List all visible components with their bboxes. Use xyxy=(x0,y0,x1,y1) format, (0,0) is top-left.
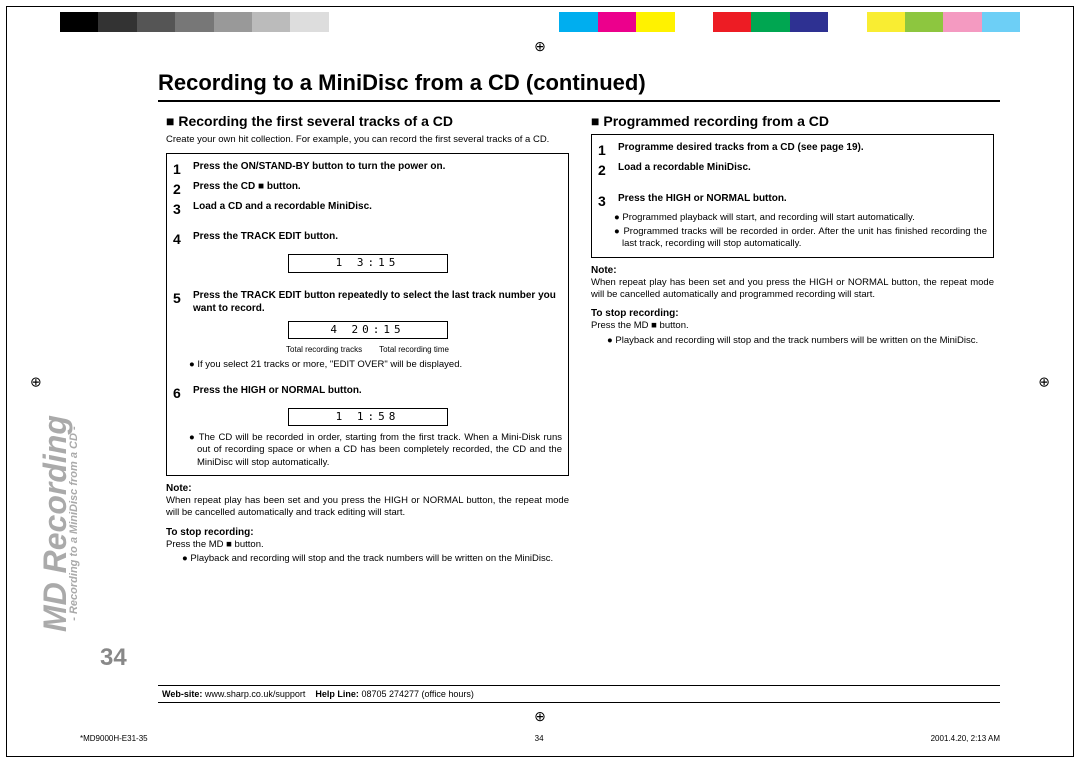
note-heading: Note: xyxy=(166,482,569,495)
note-heading: Note: xyxy=(591,264,994,277)
meta-file: *MD9000H-E31-35 xyxy=(80,734,148,743)
step-text: Programme desired tracks from a CD (see … xyxy=(618,141,987,154)
step-num: 4 xyxy=(173,230,187,248)
step-num: 3 xyxy=(173,200,187,218)
meta-page: 34 xyxy=(535,734,544,743)
step-3-right: 3 Press the HIGH or NORMAL button. Progra… xyxy=(591,186,994,258)
step-num: 2 xyxy=(598,161,612,179)
step-6-region: 6 Press the HIGH or NORMAL button. 1 1:58… xyxy=(166,378,569,477)
bullet-text: Playback and recording will stop and the… xyxy=(591,335,994,347)
step-text: Load a recordable MiniDisc. xyxy=(618,161,987,174)
step-num: 5 xyxy=(173,289,187,307)
label-tracks: Total recording tracks xyxy=(286,345,362,355)
stop-heading: To stop recording: xyxy=(591,307,994,320)
note-text: When repeat play has been set and you pr… xyxy=(591,277,994,302)
page-number: 34 xyxy=(100,644,127,672)
footer-web-label: Web-site: xyxy=(162,689,202,699)
stop-heading: To stop recording: xyxy=(166,526,569,539)
steps-box-right: 1 Programme desired tracks from a CD (see… xyxy=(591,134,994,185)
step-text: Load a CD and a recordable MiniDisc. xyxy=(193,200,562,213)
page-title: Recording to a MiniDisc from a CD (conti… xyxy=(158,70,1000,102)
footer-web: www.sharp.co.uk/support xyxy=(205,689,306,699)
step-text: Press the HIGH or NORMAL button. xyxy=(193,384,562,397)
step-num: 3 xyxy=(598,192,612,210)
stop-instruction: Press the MD ■ button. xyxy=(591,320,994,332)
bullet-text: If you select 21 tracks or more, "EDIT O… xyxy=(173,359,562,371)
registration-mark-right: ⊕ xyxy=(1038,373,1050,390)
meta-date: 2001.4.20, 2:13 AM xyxy=(931,734,1000,743)
two-column-layout: MD Recording - Recording to a MiniDisc f… xyxy=(80,112,1000,672)
sidebar-rotated-label: MD Recording - Recording to a MiniDisc f… xyxy=(37,415,80,632)
sidebar: MD Recording - Recording to a MiniDisc f… xyxy=(80,112,150,672)
bullet-text: Programmed playback will start, and reco… xyxy=(598,212,987,224)
note-text: When repeat play has been set and you pr… xyxy=(166,495,569,520)
bullet-text: Programmed tracks will be recorded in or… xyxy=(598,226,987,251)
registration-mark-bottom: ⊕ xyxy=(534,708,546,725)
step-num: 2 xyxy=(173,180,187,198)
left-heading: Recording the first several tracks of a … xyxy=(166,112,569,130)
registration-mark-top: ⊕ xyxy=(534,38,546,55)
left-column: Recording the first several tracks of a … xyxy=(160,112,575,672)
step-4-region: 4 Press the TRACK EDIT button. 1 3:15 xyxy=(166,224,569,282)
step-text: Press the ON/STAND-BY button to turn the… xyxy=(193,160,562,173)
lcd-display-2: 4 20:15 xyxy=(288,321,448,339)
right-heading: Programmed recording from a CD xyxy=(591,112,994,130)
right-column: Programmed recording from a CD 1 Programm… xyxy=(585,112,1000,672)
stop-instruction: Press the MD ■ button. xyxy=(166,539,569,551)
lcd-display-3: 1 1:58 xyxy=(288,408,448,426)
page-content: Recording to a MiniDisc from a CD (conti… xyxy=(80,70,1000,703)
bullet-text: Playback and recording will stop and the… xyxy=(166,553,569,565)
steps-box-top: 1 Press the ON/STAND-BY button to turn th… xyxy=(166,153,569,225)
color-calibration-bar xyxy=(60,12,1020,32)
sidebar-subtitle: - Recording to a MiniDisc from a CD - xyxy=(68,415,80,632)
lcd-display-1: 1 3:15 xyxy=(288,254,448,272)
step-num: 1 xyxy=(598,141,612,159)
label-time: Total recording time xyxy=(379,345,449,355)
step-text: Press the CD ■ button. xyxy=(193,180,562,193)
left-intro: Create your own hit collection. For exam… xyxy=(166,134,569,146)
step-5-region: 5 Press the TRACK EDIT button repeatedly … xyxy=(166,283,569,378)
step-text: Press the TRACK EDIT button. xyxy=(193,230,562,243)
step-text: Press the TRACK EDIT button repeatedly t… xyxy=(193,289,562,315)
footer-help-label: Help Line: xyxy=(315,689,359,699)
footer-help: 08705 274277 (office hours) xyxy=(361,689,473,699)
step-num: 6 xyxy=(173,384,187,402)
document-metadata: *MD9000H-E31-35 34 2001.4.20, 2:13 AM xyxy=(80,734,1000,743)
step-num: 1 xyxy=(173,160,187,178)
registration-mark-left: ⊕ xyxy=(30,373,42,390)
bullet-text: The CD will be recorded in order, starti… xyxy=(173,432,562,469)
step-text: Press the HIGH or NORMAL button. xyxy=(618,192,987,205)
footer-bar: Web-site: www.sharp.co.uk/support Help L… xyxy=(158,685,1000,703)
display-labels: Total recording tracks Total recording t… xyxy=(278,345,458,355)
